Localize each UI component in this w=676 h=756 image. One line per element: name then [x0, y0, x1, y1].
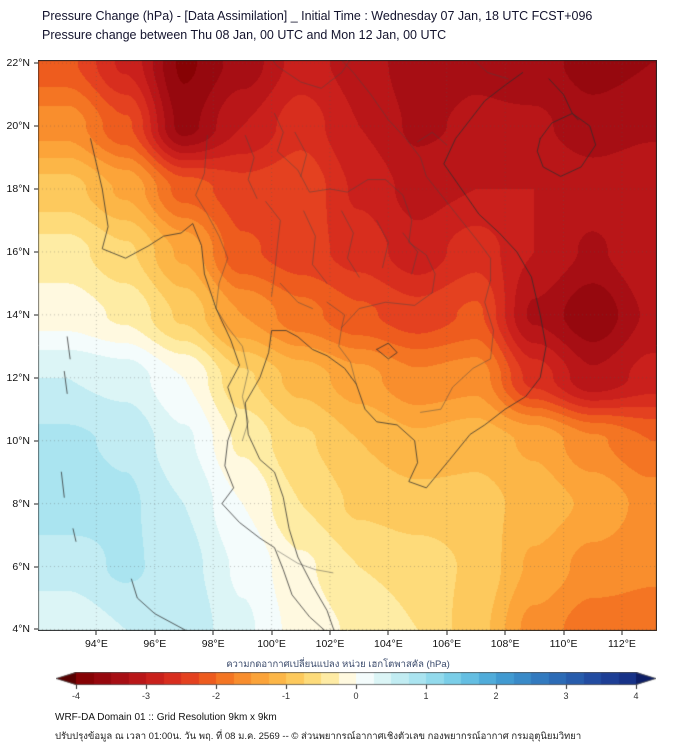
x-tick-label: 100°E [257, 638, 286, 650]
x-tick-label: 110°E [549, 638, 578, 650]
y-tick-label: 20°N [6, 120, 30, 133]
colorbar-tick-label: -4 [71, 691, 81, 701]
y-tick-mark [34, 503, 38, 505]
y-tick-mark [34, 314, 38, 316]
y-tick-label: 12°N [6, 371, 30, 384]
y-tick-mark [34, 377, 38, 379]
colorbar-tick-label: -2 [211, 691, 221, 701]
y-tick-label: 8°N [12, 497, 30, 510]
y-tick-label: 22°N [6, 57, 30, 70]
colorbar-tick-label: 2 [493, 691, 499, 701]
x-tick-label: 102°E [315, 638, 345, 650]
x-tick-mark [154, 631, 156, 635]
colorbar-title: ความกดอากาศเปลี่ยนแปลง หน่วย เฮกโตพาสคัล… [226, 659, 450, 670]
x-tick-label: 108°E [490, 638, 520, 650]
y-tick-mark [34, 188, 38, 190]
x-tick-mark [563, 631, 565, 635]
x-tick-mark [95, 631, 97, 635]
colorbar-tick-label: -3 [141, 691, 151, 701]
y-tick-label: 14°N [6, 308, 30, 321]
x-tick-mark [504, 631, 506, 635]
colorbar: -4 -3 -2 -1 0 1 2 3 4 [56, 672, 656, 706]
x-tick-mark [446, 631, 448, 635]
y-tick-label: 10°N [6, 434, 30, 447]
x-tick-mark [329, 631, 331, 635]
colorbar-tick-label: 3 [563, 691, 569, 701]
colorbar-tick-label: 4 [633, 691, 639, 701]
x-tick-mark [271, 631, 273, 635]
y-tick-label: 4°N [12, 623, 30, 636]
page-title: Pressure Change (hPa) - [Data Assimilati… [42, 9, 593, 23]
y-tick-mark [34, 628, 38, 630]
colorbar-tick-label: 1 [423, 691, 429, 701]
x-tick-label: 106°E [432, 638, 462, 650]
agency-credit-text: ปรับปรุงข้อมูล ณ เวลา 01:00น. วัน พฤ. ที… [55, 731, 582, 742]
y-tick-label: 16°N [6, 245, 30, 258]
pressure-change-map-canvas [38, 60, 657, 631]
x-tick-label: 98°E [201, 638, 225, 650]
y-tick-label: 18°N [6, 182, 30, 195]
colorbar-canvas [56, 672, 656, 690]
x-tick-mark [387, 631, 389, 635]
y-tick-mark [34, 125, 38, 127]
page-subtitle: Pressure change between Thu 08 Jan, 00 U… [42, 28, 447, 42]
x-tick-label: 104°E [374, 638, 403, 650]
x-tick-label: 94°E [84, 638, 108, 650]
x-tick-label: 96°E [143, 638, 167, 650]
colorbar-tick-label: 0 [353, 691, 359, 701]
y-tick-mark [34, 440, 38, 442]
x-tick-mark [212, 631, 214, 635]
x-tick-label: 112°E [607, 638, 636, 650]
map-plot-area: 22°N 20°N 18°N 16°N 14°N 12°N 10°N 8°N 6°N 4°N 94°… [7, 57, 657, 650]
y-tick-mark [34, 251, 38, 253]
model-info-text: WRF-DA Domain 01 :: Grid Resolution 9km … [55, 712, 277, 723]
y-tick-mark [34, 62, 38, 64]
y-tick-mark [34, 566, 38, 567]
colorbar-tick-label: -1 [281, 691, 291, 701]
y-tick-label: 6°N [12, 560, 30, 573]
x-tick-mark [621, 631, 623, 635]
